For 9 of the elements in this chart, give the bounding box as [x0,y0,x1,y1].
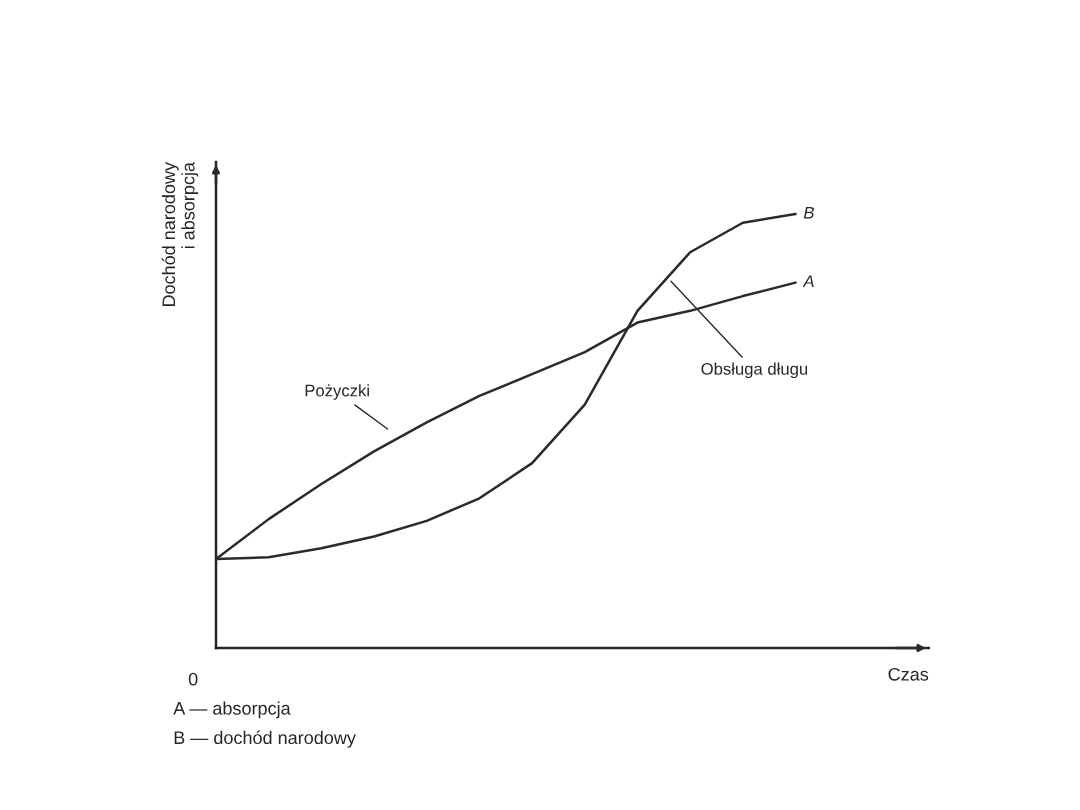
y-axis-title: Dochód narodowy i absorpcja [161,162,199,307]
annotation: Pożyczki [305,384,369,400]
series-label: B [803,206,814,219]
text: B — dochód narodowy [174,730,356,748]
text: A — absorpcja [173,701,291,719]
text: 0 [188,672,198,686]
annotation: Obsługa długu [701,362,808,379]
x-axis-title: Czas [888,667,929,681]
series-label: A [802,275,814,287]
